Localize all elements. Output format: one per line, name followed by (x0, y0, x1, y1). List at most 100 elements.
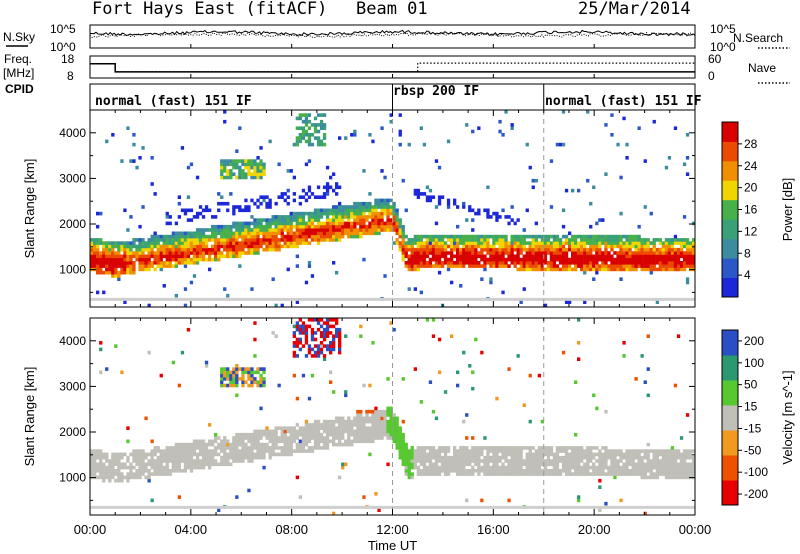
power-cell (280, 192, 284, 196)
velocity-cell (637, 462, 641, 467)
velocity-cell (528, 465, 532, 470)
velocity-cell (247, 452, 251, 457)
power-cell (295, 264, 299, 268)
velocity-cell (322, 429, 327, 434)
power-cell (586, 257, 590, 262)
power-cell (108, 251, 112, 255)
velocity-cell (486, 459, 490, 463)
velocity-cell (138, 472, 142, 476)
power-cell (492, 251, 496, 255)
velocity-cell (126, 455, 130, 460)
power-cell (580, 244, 584, 249)
power-cell (589, 254, 593, 259)
power-cell (601, 267, 605, 272)
velocity-cell (628, 452, 632, 457)
velocity-cell (525, 452, 529, 457)
power-cell (165, 215, 169, 219)
power-cell (129, 215, 133, 219)
power-cell (401, 228, 405, 232)
velocity-cell (307, 426, 312, 430)
power-cell (434, 251, 439, 255)
velocity-cell (250, 432, 254, 437)
power-cell (123, 270, 127, 275)
velocity-cell (241, 432, 245, 437)
velocity-cell (401, 442, 405, 447)
power-cell (456, 205, 460, 209)
velocity-cell (692, 459, 696, 463)
power-cell (604, 244, 608, 249)
power-cell (93, 244, 97, 249)
power-cell (589, 267, 593, 272)
velocity-cell (147, 475, 151, 480)
power-cell (338, 205, 342, 209)
velocity-cell (247, 449, 251, 453)
power-cell (144, 241, 148, 245)
velocity-cell (410, 455, 414, 460)
velocity-cell (120, 452, 124, 457)
velocity-cell (640, 465, 644, 470)
power-cell (350, 215, 354, 219)
power-cell (338, 238, 342, 242)
power-cell (534, 221, 538, 226)
power-cell (516, 241, 520, 245)
power-cell (616, 254, 620, 259)
power-cell (425, 241, 430, 245)
velocity-cell (229, 380, 233, 384)
power-cell (250, 215, 254, 219)
velocity-cell (443, 452, 448, 457)
velocity-cell (446, 469, 451, 473)
power-cell (450, 238, 454, 242)
velocity-cell (471, 472, 475, 476)
power-cell (634, 264, 638, 268)
velocity-cell (214, 446, 218, 450)
power-cell (410, 238, 414, 242)
power-cell (353, 218, 357, 222)
velocity-cell (223, 383, 227, 388)
power-cell (307, 119, 312, 124)
power-cell (453, 264, 457, 268)
power-cell (673, 234, 678, 239)
power-cell (537, 254, 541, 259)
velocity-cell (147, 472, 151, 476)
velocity-cell (241, 446, 245, 450)
power-cell (138, 254, 142, 259)
power-cell (589, 247, 593, 252)
noise-search-label: N.Search (733, 31, 784, 45)
power-cell (525, 234, 529, 239)
power-cell (180, 254, 185, 259)
power-cell (232, 238, 236, 242)
velocity-cell (256, 439, 260, 444)
power-colorbar-swatch (722, 258, 738, 278)
power-cell (238, 175, 242, 180)
velocity-cell (616, 462, 620, 467)
power-cell (120, 254, 124, 259)
velocity-cell (214, 432, 218, 437)
power-cell (307, 241, 312, 245)
velocity-cell (329, 419, 333, 424)
power-cell (555, 254, 560, 259)
velocity-cell (371, 429, 375, 434)
power-cell (195, 261, 200, 265)
velocity-cell (126, 478, 130, 483)
velocity-cell (513, 472, 517, 476)
velocity-cell (295, 423, 299, 427)
power-cell (446, 205, 451, 209)
velocity-cell (262, 377, 266, 381)
power-cell (168, 257, 172, 262)
power-cell (322, 192, 327, 196)
velocity-cell (498, 455, 502, 460)
velocity-cell (159, 472, 163, 476)
velocity-cell (404, 459, 408, 463)
power-cell (135, 257, 139, 262)
velocity-cell (655, 449, 659, 453)
velocity-cell (292, 341, 296, 345)
power-cell (132, 142, 136, 147)
power-cell (525, 261, 529, 265)
power-cell (301, 224, 306, 229)
power-colorbar-swatch (722, 219, 738, 240)
velocity-cell (204, 360, 209, 365)
power-cell (456, 247, 460, 252)
power-cell (498, 257, 502, 262)
power-cell (555, 244, 560, 249)
power-cell (214, 251, 218, 255)
